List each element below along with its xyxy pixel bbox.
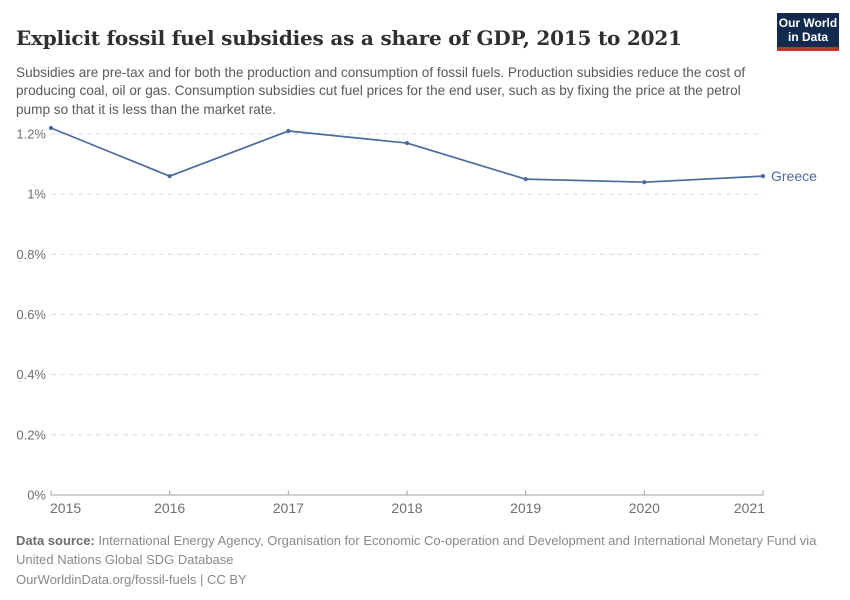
greece-point-2021[interactable] bbox=[760, 174, 766, 179]
greece-point-2019[interactable] bbox=[523, 177, 528, 182]
x-tick-label-2016: 2016 bbox=[154, 500, 185, 516]
x-tick-label-2015: 2015 bbox=[50, 500, 81, 516]
greece-point-2016[interactable] bbox=[167, 174, 172, 179]
page-title: Explicit fossil fuel subsidies as a shar… bbox=[16, 26, 682, 51]
greece-point-2017[interactable] bbox=[286, 128, 291, 134]
data-source-label: Data source: bbox=[16, 533, 95, 548]
greece-point-2018[interactable] bbox=[404, 140, 410, 146]
greece-point-2015[interactable] bbox=[48, 125, 54, 131]
x-tick-label-2017: 2017 bbox=[273, 500, 304, 516]
series-label-greece[interactable]: Greece bbox=[771, 168, 817, 184]
x-tick-label-2019: 2019 bbox=[510, 500, 541, 516]
y-tick-label-1%: 1% bbox=[27, 187, 46, 202]
greece-line bbox=[50, 127, 764, 184]
y-tick-label-0.8%: 0.8% bbox=[16, 247, 46, 262]
data-source-note: Data source: International Energy Agency… bbox=[16, 532, 828, 569]
y-tick-label-0.4%: 0.4% bbox=[16, 367, 46, 382]
x-tick-label-2020: 2020 bbox=[629, 500, 660, 516]
data-source-text: International Energy Agency, Organisatio… bbox=[16, 533, 817, 567]
y-tick-label-0%: 0% bbox=[27, 488, 46, 503]
y-tick-label-0.6%: 0.6% bbox=[16, 307, 46, 322]
owid-logo-line1: Our World bbox=[778, 16, 838, 30]
greece-point-2020[interactable] bbox=[642, 180, 647, 185]
y-tick-label-0.2%: 0.2% bbox=[16, 427, 46, 442]
owid-logo[interactable]: Our World in Data bbox=[777, 13, 839, 51]
line-chart: 0% 0.2% 0.4% 0.6% 0.8% 1% 1.2% 2015 2016 2017 2018… bbox=[16, 125, 817, 516]
chart-footer: Data source: International Energy Agency… bbox=[16, 532, 828, 590]
chart-subtitle: Subsidies are pre-tax and for both the p… bbox=[16, 64, 746, 117]
license-link[interactable]: OurWorldinData.org/fossil-fuels | CC BY bbox=[16, 572, 247, 587]
x-tick-label-2018: 2018 bbox=[391, 500, 422, 516]
y-tick-label-1.2%: 1.2% bbox=[16, 127, 46, 142]
owid-logo-line2: in Data bbox=[787, 30, 828, 44]
x-tick-label-2021: 2021 bbox=[734, 500, 765, 516]
